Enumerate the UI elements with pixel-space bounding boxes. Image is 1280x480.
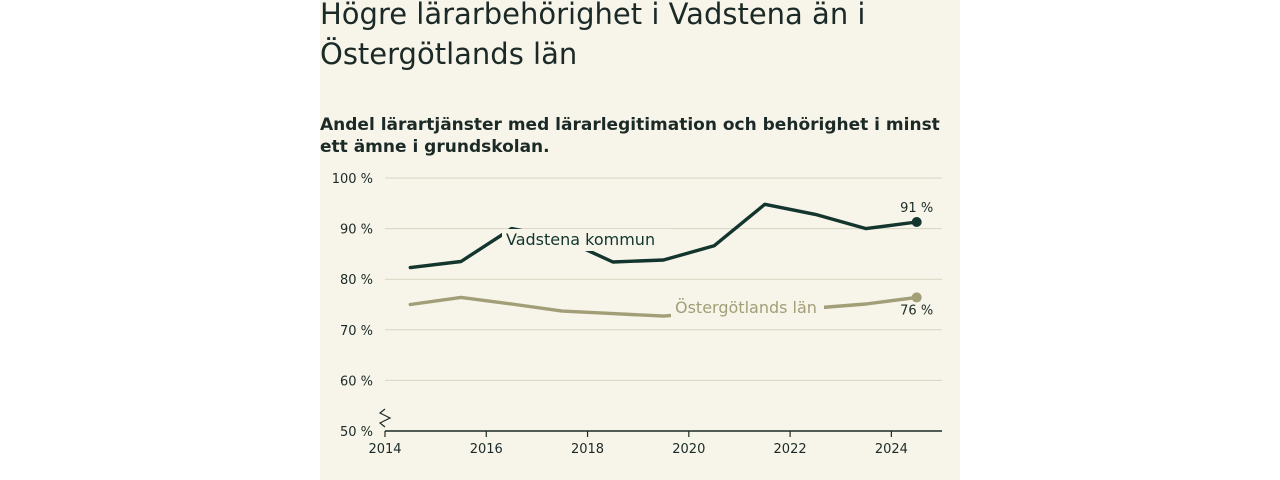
series-line <box>408 295 919 318</box>
series-line <box>408 202 919 270</box>
page-title: Högre lärarbehörighet i Vadstena än i Ös… <box>320 0 866 71</box>
x-tick-label: 2016 <box>470 442 503 457</box>
line-chart: 50 %60 %70 %80 %90 %100 % 2014 2016 2018 20… <box>332 172 942 457</box>
series-labels: Vadstena kommun 91 % Östergötlands län 76 % <box>502 201 933 319</box>
x-tick-label: 2018 <box>571 442 604 457</box>
x-tick-label: 2024 <box>875 442 908 457</box>
y-tick-label: 80 % <box>340 273 373 288</box>
y-tick-label: 70 % <box>340 324 373 339</box>
series-name-label: Vadstena kommun <box>506 230 655 249</box>
label-background <box>502 229 670 251</box>
y-tick-label: 90 % <box>340 223 373 238</box>
series-name-label: Östergötlands län <box>675 298 817 317</box>
x-axis: 2014 2016 2018 2020 2022 2024 <box>368 408 942 457</box>
chart-subtitle: Andel lärartjänster med lärarlegitimatio… <box>320 115 940 157</box>
axis-break-icon <box>378 408 392 428</box>
y-tick-label: 100 % <box>332 172 373 187</box>
label-background <box>671 297 824 319</box>
series-end-label: 91 % <box>900 201 933 216</box>
series-end-marker <box>911 217 922 228</box>
y-tick-label: 60 % <box>340 374 373 389</box>
series-end-marker <box>911 292 922 303</box>
y-tick-label: 50 % <box>340 425 373 440</box>
x-tick-label: 2020 <box>672 442 705 457</box>
x-tick-label: 2022 <box>774 442 807 457</box>
series-end-label: 76 % <box>900 303 933 318</box>
x-tick-label: 2014 <box>368 442 401 457</box>
y-axis-ticks: 50 % 60 % 70 % 80 % 90 % 100 % <box>332 172 373 440</box>
grid-lines <box>385 177 942 381</box>
series-lines <box>408 202 922 318</box>
